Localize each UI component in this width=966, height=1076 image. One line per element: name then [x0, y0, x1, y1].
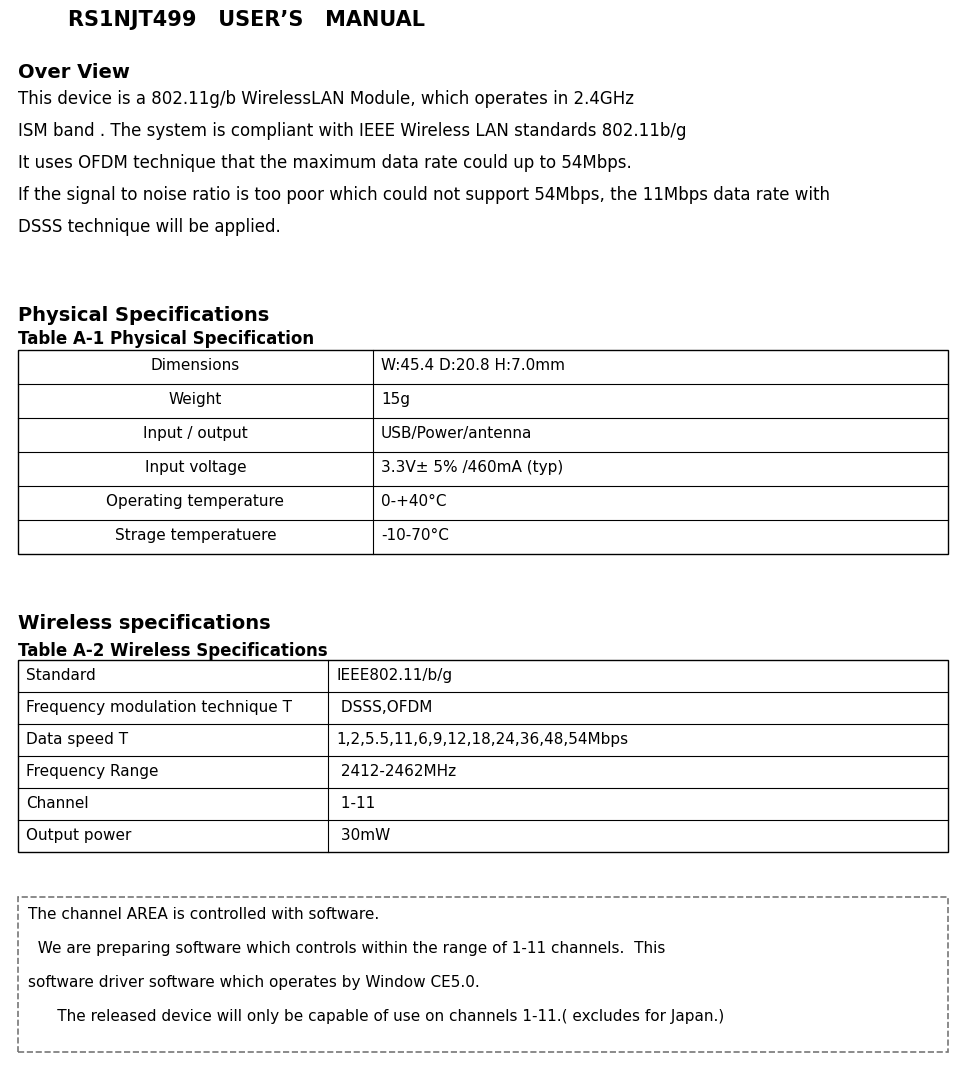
- Text: Input / output: Input / output: [143, 426, 248, 441]
- Bar: [18, 350, 948, 554]
- Text: We are preparing software which controls within the range of 1-11 channels.  Thi: We are preparing software which controls…: [28, 942, 666, 955]
- Text: Standard: Standard: [26, 668, 96, 683]
- Text: Operating temperature: Operating temperature: [106, 494, 285, 509]
- Text: Over View: Over View: [18, 63, 129, 82]
- Text: Wireless specifications: Wireless specifications: [18, 614, 270, 633]
- Text: W:45.4 D:20.8 H:7.0mm: W:45.4 D:20.8 H:7.0mm: [381, 358, 565, 373]
- Text: Physical Specifications: Physical Specifications: [18, 306, 270, 325]
- Text: 1-11: 1-11: [336, 796, 375, 811]
- Text: IEEE802.11/b/g: IEEE802.11/b/g: [336, 668, 452, 683]
- Text: 15g: 15g: [381, 392, 410, 407]
- Text: DSSS technique will be applied.: DSSS technique will be applied.: [18, 218, 281, 236]
- Text: RS1NJT499   USER’S   MANUAL: RS1NJT499 USER’S MANUAL: [68, 10, 425, 30]
- Text: 0-+40°C: 0-+40°C: [381, 494, 446, 509]
- Text: Frequency modulation technique T: Frequency modulation technique T: [26, 700, 292, 714]
- Text: Data speed T: Data speed T: [26, 732, 128, 747]
- Text: The channel AREA is controlled with software.: The channel AREA is controlled with soft…: [28, 907, 380, 922]
- Text: It uses OFDM technique that the maximum data rate could up to 54Mbps.: It uses OFDM technique that the maximum …: [18, 154, 632, 172]
- Text: 1,2,5.5,11,6,9,12,18,24,36,48,54Mbps: 1,2,5.5,11,6,9,12,18,24,36,48,54Mbps: [336, 732, 628, 747]
- Text: If the signal to noise ratio is too poor which could not support 54Mbps, the 11M: If the signal to noise ratio is too poor…: [18, 186, 830, 204]
- Bar: [18, 897, 948, 1052]
- Bar: [18, 660, 948, 852]
- Text: software driver software which operates by Window CE5.0.: software driver software which operates …: [28, 975, 480, 990]
- Text: 30mW: 30mW: [336, 829, 390, 843]
- Text: 3.3V± 5% /460mA (typ): 3.3V± 5% /460mA (typ): [381, 461, 563, 475]
- Text: USB/Power/antenna: USB/Power/antenna: [381, 426, 532, 441]
- Text: Weight: Weight: [169, 392, 222, 407]
- Text: Input voltage: Input voltage: [145, 461, 246, 475]
- Text: Strage temperatuere: Strage temperatuere: [115, 528, 276, 543]
- Text: Frequency Range: Frequency Range: [26, 764, 158, 779]
- Text: Output power: Output power: [26, 829, 131, 843]
- Text: ISM band . The system is compliant with IEEE Wireless LAN standards 802.11b/g: ISM band . The system is compliant with …: [18, 122, 687, 140]
- Text: The released device will only be capable of use on channels 1-11.( excludes for : The released device will only be capable…: [28, 1009, 724, 1024]
- Text: 2412-2462MHz: 2412-2462MHz: [336, 764, 456, 779]
- Text: Table A-1 Physical Specification: Table A-1 Physical Specification: [18, 330, 314, 348]
- Text: Table A-2 Wireless Specifications: Table A-2 Wireless Specifications: [18, 642, 327, 660]
- Text: Channel: Channel: [26, 796, 89, 811]
- Text: DSSS,OFDM: DSSS,OFDM: [336, 700, 433, 714]
- Text: -10-70°C: -10-70°C: [381, 528, 449, 543]
- Text: Dimensions: Dimensions: [151, 358, 241, 373]
- Text: This device is a 802.11g/b WirelessLAN Module, which operates in 2.4GHz: This device is a 802.11g/b WirelessLAN M…: [18, 90, 634, 108]
